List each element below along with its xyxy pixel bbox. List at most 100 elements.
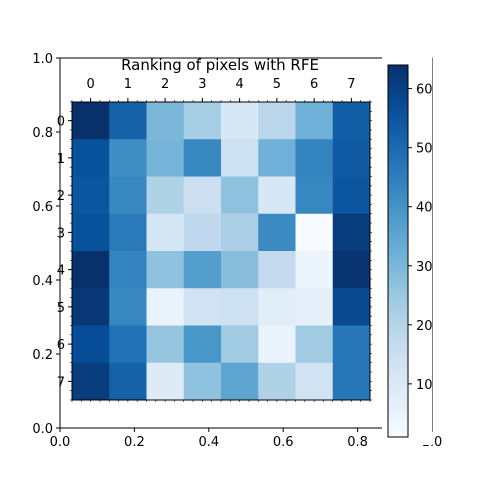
heatmap-cell <box>109 214 147 252</box>
heatmap-cell <box>296 139 334 177</box>
heatmap-cell <box>333 139 371 177</box>
heatmap-cell <box>109 251 147 289</box>
heatmap-cell <box>221 102 259 140</box>
row-tick-label: 7 <box>57 375 65 390</box>
col-tick-label: 1 <box>124 77 132 92</box>
heatmap-cell <box>184 214 222 252</box>
heatmap-cell <box>147 288 185 326</box>
heatmap-cell <box>109 326 147 364</box>
heatmap-cell <box>258 214 296 252</box>
heatmap-cell <box>258 177 296 215</box>
heatmap-cell <box>147 102 185 140</box>
heatmap-cell <box>296 214 334 252</box>
heatmap-cell <box>184 139 222 177</box>
heatmap-cell <box>147 363 185 401</box>
y-tick-label: 0.0 <box>32 422 53 437</box>
heatmap-cell <box>72 363 110 401</box>
x-tick-label: 0.0 <box>50 435 71 450</box>
heatmap-cell <box>333 102 371 140</box>
heatmap-cell <box>333 326 371 364</box>
heatmap-cell <box>333 251 371 289</box>
heatmap-cell <box>72 288 110 326</box>
heatmap-cell <box>184 177 222 215</box>
heatmap-cell <box>258 139 296 177</box>
y-tick-label: 0.2 <box>32 348 53 363</box>
heatmap-cell <box>147 139 185 177</box>
x-tick-label: 0.8 <box>347 435 368 450</box>
x-tick-label: 0.6 <box>273 435 294 450</box>
y-tick-label: 0.6 <box>32 200 53 215</box>
heatmap-cell <box>72 139 110 177</box>
heatmap-cell <box>184 102 222 140</box>
row-tick-label: 0 <box>57 115 65 130</box>
col-tick-label: 3 <box>198 77 206 92</box>
heatmap-cell <box>333 363 371 401</box>
heatmap-cell <box>221 214 259 252</box>
heatmap-cell <box>221 251 259 289</box>
row-tick-label: 2 <box>57 189 65 204</box>
heatmap-cell <box>221 139 259 177</box>
heatmap-cell <box>147 251 185 289</box>
heatmap-cell <box>221 363 259 401</box>
heatmap-cell <box>221 288 259 326</box>
heatmap <box>72 102 371 401</box>
x-tick-label: 0.2 <box>124 435 145 450</box>
col-tick-label: 7 <box>347 77 355 92</box>
col-tick-label: 0 <box>86 77 94 92</box>
heatmap-cell <box>333 177 371 215</box>
colorbar-tick-label: 60 <box>416 83 433 98</box>
col-tick-label: 5 <box>273 77 281 92</box>
heatmap-cell <box>258 251 296 289</box>
heatmap-cell <box>296 288 334 326</box>
heatmap-cell <box>296 326 334 364</box>
heatmap-cell <box>147 326 185 364</box>
heatmap-cell <box>184 363 222 401</box>
col-tick-label: 4 <box>235 77 243 92</box>
heatmap-cell <box>184 288 222 326</box>
heatmap-cell <box>72 214 110 252</box>
y-tick-label: 0.8 <box>32 126 53 141</box>
heatmap-cell <box>147 177 185 215</box>
y-tick-label: 1.0 <box>32 52 53 67</box>
heatmap-cell <box>72 251 110 289</box>
heatmap-cell <box>184 251 222 289</box>
heatmap-cell <box>221 177 259 215</box>
y-tick-label: 0.4 <box>32 274 53 289</box>
heatmap-cell <box>109 363 147 401</box>
heatmap-cell <box>147 214 185 252</box>
heatmap-cell <box>109 177 147 215</box>
heatmap-cell <box>333 288 371 326</box>
row-tick-label: 6 <box>57 338 65 353</box>
row-tick-label: 1 <box>57 152 65 167</box>
heatmap-cell <box>296 102 334 140</box>
colorbar-tick-label: 30 <box>416 260 433 275</box>
heatmap-cell <box>109 102 147 140</box>
heatmap-cell <box>296 177 334 215</box>
heatmap-cell <box>296 251 334 289</box>
colorbar-tick-label: 40 <box>416 201 433 216</box>
colorbar-tick-label: 50 <box>416 142 433 157</box>
heatmap-cell <box>221 326 259 364</box>
row-tick-label: 4 <box>57 264 65 279</box>
row-tick-label: 3 <box>57 226 65 241</box>
heatmap-cell <box>258 363 296 401</box>
col-tick-label: 2 <box>161 77 169 92</box>
chart-title: Ranking of pixels with RFE <box>121 56 319 74</box>
row-tick-label: 5 <box>57 301 65 316</box>
x-tick-label: 0.4 <box>198 435 219 450</box>
heatmap-cell <box>258 288 296 326</box>
colorbar-tick-label: 20 <box>416 319 433 334</box>
heatmap-cell <box>184 326 222 364</box>
heatmap-cell <box>109 288 147 326</box>
heatmap-cell <box>72 326 110 364</box>
colorbar <box>388 65 408 437</box>
heatmap-cell <box>72 102 110 140</box>
heatmap-cell <box>296 363 334 401</box>
heatmap-cell <box>333 214 371 252</box>
col-tick-label: 6 <box>310 77 318 92</box>
heatmap-cell <box>72 177 110 215</box>
heatmap-cell <box>109 139 147 177</box>
heatmap-cell <box>258 326 296 364</box>
colorbar-tick-label: 10 <box>416 378 433 393</box>
